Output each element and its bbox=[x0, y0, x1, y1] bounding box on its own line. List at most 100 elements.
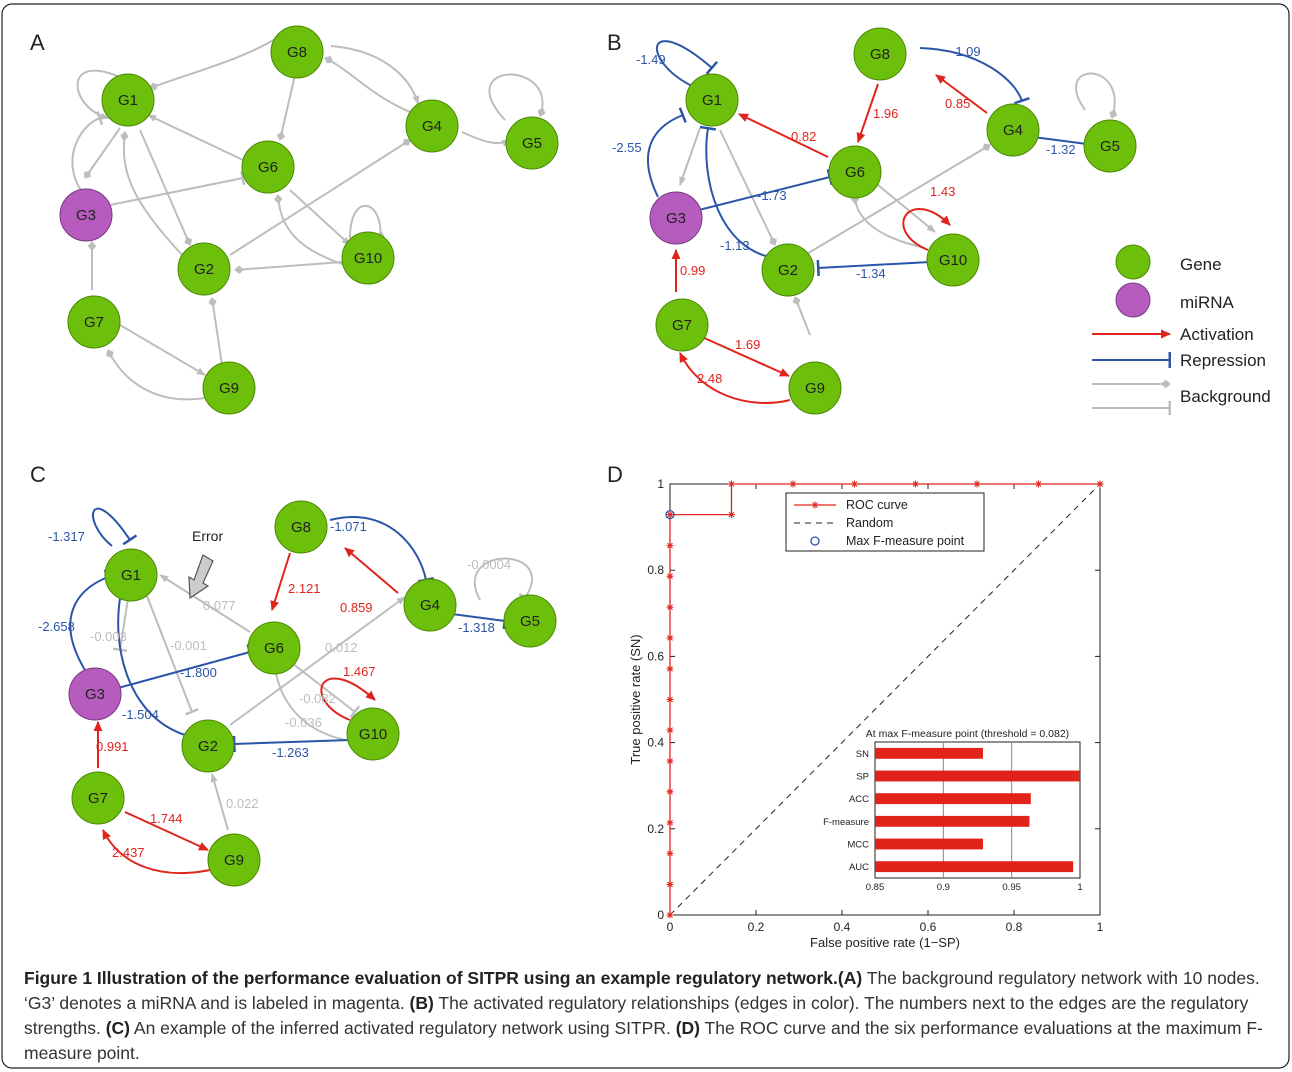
edge-g6-g1-bg bbox=[159, 574, 251, 633]
node-circle bbox=[202, 361, 256, 415]
node-g3: G3 bbox=[68, 667, 122, 721]
node-circle bbox=[59, 188, 113, 242]
node-label: G2 bbox=[778, 262, 798, 279]
node-circle bbox=[986, 103, 1040, 157]
node-circle bbox=[853, 27, 907, 81]
edge-g1-self bbox=[655, 40, 718, 87]
node-label: G5 bbox=[520, 613, 540, 630]
node-circle bbox=[247, 621, 301, 675]
weight-g6-g1: 0.82 bbox=[791, 129, 816, 144]
edge-g10-g2 bbox=[234, 261, 343, 274]
roc-point bbox=[666, 726, 674, 734]
roc-point bbox=[850, 480, 858, 488]
edge-g7-g9 bbox=[701, 336, 790, 377]
edge-g10-g6 bbox=[274, 194, 346, 266]
edge-g5-self-bg bbox=[473, 557, 533, 603]
node-g5: G5 bbox=[505, 116, 559, 170]
inset-x-tick-label: 0.95 bbox=[1002, 882, 1021, 893]
roc-point bbox=[666, 511, 674, 519]
weight-g8-g4: -1.09 bbox=[951, 44, 981, 59]
edge-g1-g3 bbox=[83, 127, 121, 179]
roc-point bbox=[666, 757, 674, 765]
weight-g2-g1: -1.13 bbox=[720, 238, 750, 253]
edge-g10-g6-bg bbox=[267, 665, 346, 741]
node-label: G6 bbox=[845, 164, 865, 181]
node-g1: G1 bbox=[685, 73, 739, 127]
x-tick-label: 0.6 bbox=[920, 920, 937, 934]
x-tick-label: 0.2 bbox=[748, 920, 765, 934]
y-tick-label: 0.6 bbox=[647, 649, 664, 663]
node-g7: G7 bbox=[655, 298, 709, 352]
inset-bar bbox=[875, 770, 1080, 782]
roc-legend-label: Max F-measure point bbox=[846, 534, 965, 548]
roc-point bbox=[666, 849, 674, 857]
edge-g8-g6 bbox=[856, 83, 879, 143]
weight-g1-self: -1.317 bbox=[48, 529, 85, 544]
roc-point bbox=[666, 696, 674, 703]
weight-g10-g2: -1.34 bbox=[856, 266, 886, 281]
node-circle bbox=[505, 116, 559, 170]
caption-b-tag: (B) bbox=[409, 993, 434, 1013]
node-label: G9 bbox=[224, 852, 244, 869]
edge-g4-g8 bbox=[344, 547, 399, 594]
max-f-measure-point bbox=[665, 509, 675, 520]
inset-category-label: MCC bbox=[847, 840, 869, 851]
caption-b-text: The activated regulatory relationships (… bbox=[24, 993, 1249, 1038]
panel-b-nodes: G1 G2 G3 G4 G5 G6 G7 G8 G9 G10 bbox=[649, 27, 1137, 415]
roc-point bbox=[666, 911, 674, 919]
edge-g10-self bbox=[349, 205, 385, 241]
node-circle bbox=[403, 578, 457, 632]
inset-x-tick-label: 0.85 bbox=[866, 882, 885, 893]
node-g2: G2 bbox=[177, 242, 231, 296]
edge-g4-g5 bbox=[451, 612, 508, 630]
weight-g8-g4: -1.071 bbox=[330, 519, 367, 534]
weight-g4-g8: 0.85 bbox=[945, 96, 970, 111]
inset-plot-area bbox=[874, 741, 1081, 879]
node-circle bbox=[685, 73, 739, 127]
y-axis-label: True positive rate (SN) bbox=[628, 634, 643, 764]
error-label: Error bbox=[192, 528, 223, 544]
weight-g4-g5: -1.318 bbox=[458, 620, 495, 635]
node-g9: G9 bbox=[788, 361, 842, 415]
node-circle bbox=[346, 707, 400, 761]
legend-gene-label: Gene bbox=[1180, 255, 1222, 274]
edge-g3-g1 bbox=[646, 107, 687, 198]
edge-g9-g7 bbox=[102, 829, 211, 874]
node-g10: G10 bbox=[346, 707, 400, 761]
figure-frame bbox=[1, 3, 1290, 1069]
node-g8: G8 bbox=[274, 500, 328, 554]
x-tick-label: 0.8 bbox=[1006, 920, 1023, 934]
y-tick-label: 0.8 bbox=[647, 563, 664, 577]
caption-d-tag: (D) bbox=[675, 1018, 701, 1038]
node-label: G2 bbox=[194, 261, 214, 278]
inset-category-label: F-measure bbox=[823, 817, 869, 828]
panel-label-a: A bbox=[30, 30, 45, 55]
roc-legend-label: Random bbox=[846, 516, 893, 530]
edge-g8-g4 bbox=[330, 45, 420, 105]
node-label: G4 bbox=[1003, 122, 1023, 139]
roc-point bbox=[666, 603, 674, 611]
node-g3: G3 bbox=[649, 191, 703, 245]
inset-bar bbox=[875, 747, 983, 759]
node-g2: G2 bbox=[761, 243, 815, 297]
edge-g6-g1 bbox=[738, 113, 829, 158]
node-circle bbox=[71, 771, 125, 825]
caption-c-tag: (C) bbox=[105, 1018, 131, 1038]
inset-bar bbox=[875, 815, 1030, 827]
node-g6: G6 bbox=[247, 621, 301, 675]
edge-g9-g7 bbox=[679, 352, 791, 404]
node-label: G8 bbox=[287, 44, 307, 61]
node-circle bbox=[207, 833, 261, 887]
roc-point bbox=[666, 634, 674, 642]
node-circle bbox=[68, 667, 122, 721]
node-g4: G4 bbox=[986, 103, 1040, 157]
weight-g7-g9: 1.69 bbox=[735, 337, 760, 352]
weight-g5-self: -0.0004 bbox=[467, 557, 511, 572]
node-label: G3 bbox=[666, 210, 686, 227]
weight-g8-g6: 2.121 bbox=[288, 581, 321, 596]
node-label: G9 bbox=[805, 380, 825, 397]
error-arrow-icon bbox=[188, 554, 214, 600]
node-label: G1 bbox=[118, 92, 138, 109]
roc-legend: ROC curve Random Max F-measure point bbox=[785, 492, 985, 552]
node-g8: G8 bbox=[270, 25, 324, 79]
